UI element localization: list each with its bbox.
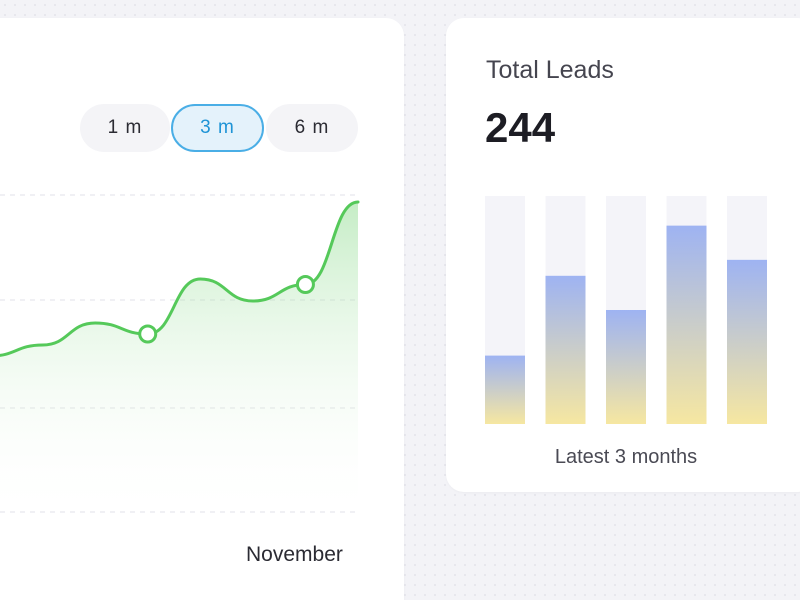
leads-bar-chart (485, 196, 767, 424)
bar (727, 259, 767, 424)
data-point-marker (295, 275, 315, 294)
x-axis-label: November (246, 543, 343, 566)
leads-line-chart (0, 194, 360, 520)
bar (666, 225, 707, 424)
bar (545, 275, 586, 424)
bar (485, 355, 525, 424)
range-1m-button[interactable]: 1 m (80, 104, 170, 152)
range-3m-button[interactable]: 3 m (171, 104, 264, 152)
data-point-marker (138, 324, 158, 344)
bar-chart-caption: Latest 3 months (554, 446, 698, 468)
range-6m-button[interactable]: 6 m (266, 104, 358, 152)
bar (606, 310, 646, 424)
area-fill (0, 202, 358, 520)
total-leads-title: Total Leads (486, 56, 614, 84)
total-leads-value: 244 (485, 104, 556, 151)
